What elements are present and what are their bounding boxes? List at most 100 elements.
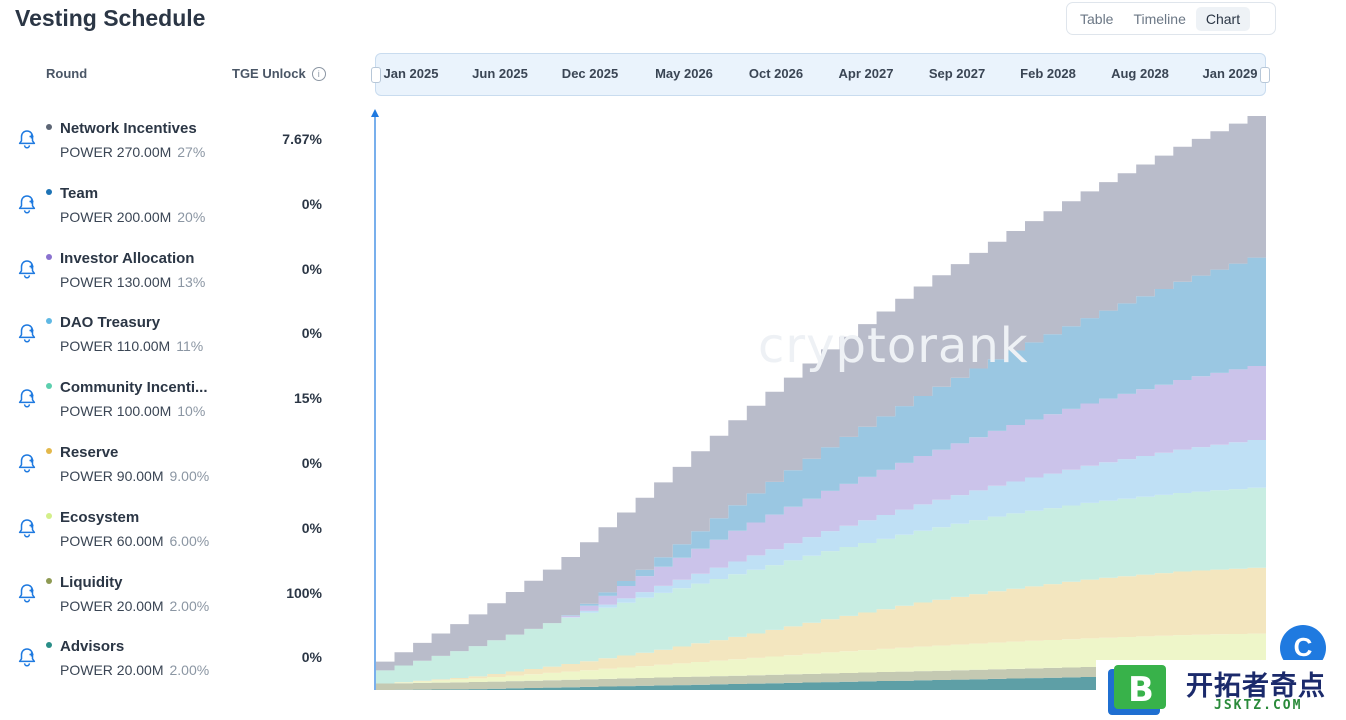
bell-icon[interactable] — [16, 582, 38, 604]
range-handle-start[interactable] — [371, 67, 381, 83]
timeline-date-label: Feb 2028 — [1020, 66, 1076, 81]
bell-icon[interactable] — [16, 128, 38, 150]
column-header-round: Round — [46, 66, 88, 81]
round-share: 6.00% — [169, 532, 210, 549]
series-color-dot — [46, 318, 52, 325]
area-series-dao-treasury — [376, 440, 1266, 671]
area-series-community-incentives — [376, 487, 1266, 684]
svg-text:B: B — [1128, 670, 1154, 710]
tge-unlock-value: 0% — [301, 195, 322, 212]
round-share: 9.00% — [169, 467, 210, 484]
area-series-ecosystem — [376, 633, 1266, 684]
list-item[interactable]: Advisors POWER 20.00M 2.00% 0% — [0, 630, 340, 695]
series-color-dot — [46, 188, 52, 195]
round-share: 27% — [177, 144, 206, 160]
timeline-date-label: Apr 2027 — [838, 66, 894, 81]
info-icon[interactable]: i — [311, 66, 326, 81]
list-item[interactable]: Investor Allocation POWER 130.00M 13% 0% — [0, 242, 340, 307]
round-share: 10% — [177, 403, 206, 420]
round-token-amount: POWER 20.00M — [60, 597, 164, 614]
area-series-reserve — [376, 567, 1266, 684]
series-color-dot — [46, 124, 52, 130]
round-token-amount: POWER 90.00M — [60, 467, 164, 484]
list-item[interactable]: Reserve POWER 90.00M 9.00% 0% — [0, 436, 340, 501]
timeline-date-label: Aug 2028 — [1111, 66, 1169, 81]
round-share: 13% — [177, 273, 206, 290]
tge-unlock-value: 0% — [301, 519, 322, 536]
round-amount: POWER 20.00M 2.00% — [60, 662, 209, 678]
tge-unlock-value: 0% — [301, 325, 322, 342]
round-amount: POWER 100.00M 10% — [60, 403, 205, 419]
round-share: 11% — [176, 338, 204, 355]
brand-watermark: B 开拓者奇点 JSKTZ.COM — [1096, 660, 1346, 720]
round-token-amount: POWER 20.00M — [60, 662, 164, 679]
tab-table[interactable]: Table — [1080, 10, 1114, 27]
tge-unlock-value: 0% — [301, 649, 322, 666]
list-item[interactable]: Ecosystem POWER 60.00M 6.00% 0% — [0, 501, 340, 566]
page-title: Vesting Schedule — [15, 5, 206, 31]
round-amount: POWER 90.00M 9.00% — [60, 468, 209, 484]
bell-icon[interactable] — [16, 193, 38, 215]
bell-icon[interactable] — [16, 387, 38, 409]
bell-icon[interactable] — [16, 517, 38, 539]
column-header-tge: TGE Unlock i — [232, 66, 326, 81]
area-series-network-incentives — [376, 116, 1266, 671]
timeline-date-label: Dec 2025 — [561, 66, 619, 81]
tge-unlock-value: 15% — [293, 390, 322, 407]
column-header-tge-label: TGE Unlock — [232, 66, 306, 81]
round-amount: POWER 110.00M 11% — [60, 338, 203, 354]
area-series-investor-allocation — [376, 366, 1266, 671]
round-token-amount: POWER 270.00M — [60, 144, 172, 160]
round-amount: POWER 270.00M 27% — [60, 144, 205, 160]
bell-icon[interactable] — [16, 322, 38, 344]
round-token-amount: POWER 130.00M — [60, 273, 172, 290]
series-color-dot — [46, 642, 52, 649]
round-token-amount: POWER 60.00M — [60, 532, 164, 549]
timeline-date-label: Sep 2027 — [928, 66, 986, 81]
list-item[interactable]: Community Incenti... POWER 100.00M 10% 15% — [0, 371, 340, 436]
series-color-dot — [46, 577, 52, 584]
timeline-date-label: Oct 2026 — [748, 66, 804, 81]
round-amount: POWER 130.00M 13% — [60, 274, 205, 290]
list-item[interactable]: DAO Treasury POWER 110.00M 11% 0% — [0, 306, 340, 371]
tab-chart[interactable]: Chart — [1195, 6, 1251, 31]
round-list: Network Incentives POWER 270.00M 27% 7.67% T… — [0, 112, 340, 695]
view-switcher: Table Timeline Chart — [1066, 2, 1276, 35]
watermark: cryptorank — [758, 318, 1029, 374]
area-series-liquidity — [376, 664, 1266, 690]
round-share: 2.00% — [169, 662, 210, 679]
timeline-date-label: Jun 2025 — [472, 66, 528, 81]
round-amount: POWER 60.00M 6.00% — [60, 533, 209, 549]
tge-unlock-value: 100% — [286, 584, 322, 601]
round-token-amount: POWER 200.00M — [60, 208, 172, 225]
bell-icon[interactable] — [16, 258, 38, 280]
tge-unlock-value: 0% — [301, 454, 322, 471]
range-handle-end[interactable] — [1260, 67, 1270, 83]
list-item[interactable]: Liquidity POWER 20.00M 2.00% 100% — [0, 566, 340, 631]
series-color-dot — [46, 512, 52, 519]
timeline-date-label: Jan 2025 — [383, 66, 439, 81]
series-color-dot — [46, 447, 52, 454]
timeline-date-label: May 2026 — [655, 66, 713, 81]
round-share: 2.00% — [169, 597, 210, 614]
axis-arrow-icon — [371, 109, 379, 117]
series-color-dot — [46, 253, 52, 260]
series-color-dot — [46, 383, 52, 390]
tge-unlock-value: 0% — [301, 260, 322, 277]
timeline-range-selector[interactable]: Jan 2025 Jun 2025 Dec 2025 May 2026 Oct 2026… — [371, 53, 1270, 96]
round-amount: POWER 200.00M 20% — [60, 209, 205, 225]
round-amount: POWER 20.00M 2.00% — [60, 598, 209, 614]
round-token-amount: POWER 100.00M — [60, 403, 172, 420]
tab-timeline[interactable]: Timeline — [1133, 10, 1186, 27]
brand-logo-icon: B — [1108, 665, 1166, 715]
list-item[interactable]: Network Incentives POWER 270.00M 27% 7.67% — [0, 112, 340, 177]
tge-unlock-value: 7.67% — [282, 131, 322, 147]
area-series-team — [376, 257, 1266, 671]
round-share: 20% — [177, 208, 206, 225]
bell-icon[interactable] — [16, 646, 38, 668]
brand-name: 开拓者奇点 — [1186, 671, 1326, 702]
bell-icon[interactable] — [16, 452, 38, 474]
list-item[interactable]: Team POWER 200.00M 20% 0% — [0, 177, 340, 242]
timeline-date-label: Jan 2029 — [1202, 66, 1258, 81]
